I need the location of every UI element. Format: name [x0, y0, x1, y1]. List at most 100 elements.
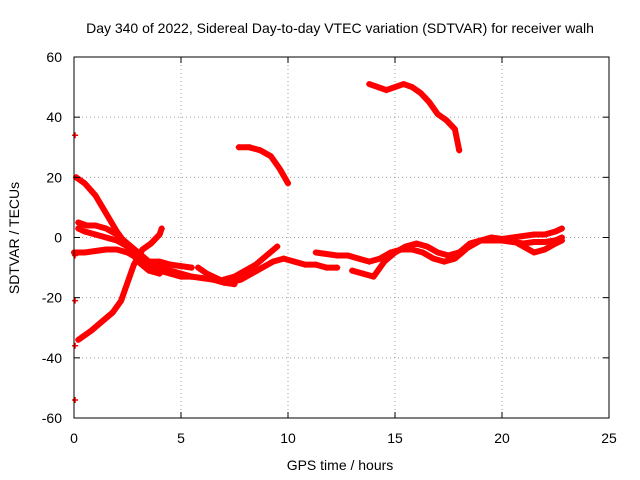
data-point — [413, 240, 420, 247]
data-point — [377, 255, 384, 262]
data-point — [124, 279, 131, 286]
data-point — [130, 261, 137, 268]
data-point — [488, 234, 495, 241]
data-point — [156, 231, 163, 238]
data-point — [103, 225, 110, 232]
y-tick-label: -20 — [42, 290, 62, 306]
data-point — [434, 249, 441, 256]
data-point — [383, 87, 390, 94]
data-point — [312, 261, 319, 268]
data-point — [81, 228, 88, 235]
data-point — [334, 264, 341, 271]
axis-ticks: 0 5 10 15 20 25 -60 -40 -20 0 20 40 60 — [42, 49, 617, 446]
y-tick-label: 40 — [46, 109, 62, 125]
data-point — [259, 264, 266, 271]
data-point — [118, 297, 125, 304]
data-series — [71, 81, 565, 403]
data-point — [419, 249, 426, 256]
data-point — [98, 318, 105, 325]
data-point — [75, 219, 82, 226]
data-point — [188, 273, 195, 280]
data-point — [81, 180, 88, 187]
chart-title: Day 340 of 2022, Sidereal Day-to-day VTE… — [86, 20, 594, 36]
data-point — [441, 258, 448, 265]
data-point — [72, 297, 79, 304]
data-point — [434, 111, 441, 118]
data-point — [409, 84, 416, 91]
y-axis-label: SDTVAR / TECUs — [6, 182, 22, 294]
data-point — [158, 225, 165, 232]
data-point — [156, 258, 163, 265]
data-point — [558, 225, 565, 232]
data-point — [75, 336, 82, 343]
y-tick-label: 20 — [46, 169, 62, 185]
data-point — [531, 231, 538, 238]
data-point — [88, 327, 95, 334]
data-point — [178, 263, 184, 270]
data-point — [430, 255, 437, 262]
data-point — [349, 267, 356, 274]
data-point — [274, 243, 281, 250]
data-point — [199, 275, 206, 282]
data-point — [392, 84, 398, 91]
y-tick-label: -60 — [42, 410, 62, 426]
data-point — [541, 231, 548, 238]
data-point — [178, 273, 184, 280]
x-tick-label: 20 — [494, 430, 510, 446]
data-point — [359, 270, 366, 277]
data-point — [92, 231, 99, 238]
x-tick-label: 15 — [387, 430, 403, 446]
data-point — [113, 246, 120, 253]
data-point — [92, 192, 99, 199]
data-point — [344, 252, 351, 259]
data-point — [466, 240, 473, 247]
data-point — [381, 258, 388, 265]
data-point — [263, 252, 270, 259]
data-point — [291, 258, 298, 265]
data-point — [312, 249, 319, 256]
data-point — [477, 237, 484, 244]
series-track-5 — [75, 225, 165, 343]
data-point — [72, 132, 79, 139]
data-point — [103, 234, 110, 241]
data-point — [520, 232, 527, 239]
data-point — [531, 249, 538, 256]
data-point — [374, 84, 381, 91]
data-point — [188, 264, 195, 271]
data-point — [103, 210, 110, 217]
series-track-4 — [75, 225, 195, 280]
data-point — [81, 249, 88, 256]
data-point — [72, 252, 79, 259]
x-tick-label: 25 — [601, 430, 617, 446]
series-isolated — [72, 132, 79, 403]
data-point — [276, 165, 283, 172]
data-point — [456, 249, 463, 256]
x-axis-label: GPS time / hours — [287, 457, 394, 473]
data-point — [451, 126, 458, 133]
data-point — [531, 239, 538, 246]
data-point — [400, 81, 407, 88]
x-tick-label: 5 — [177, 430, 185, 446]
data-point — [139, 246, 146, 253]
data-point — [109, 309, 116, 316]
data-point — [355, 255, 362, 262]
data-point — [323, 251, 330, 258]
y-tick-label: -40 — [42, 350, 62, 366]
y-tick-label: 0 — [54, 230, 62, 246]
data-point — [267, 153, 274, 160]
data-point — [145, 261, 152, 268]
data-point — [103, 246, 110, 253]
data-point — [323, 264, 330, 271]
series-track-10 — [445, 225, 565, 259]
data-point — [92, 248, 99, 255]
data-point — [370, 273, 377, 280]
data-point — [285, 180, 291, 187]
data-point — [270, 258, 277, 265]
data-point — [148, 240, 155, 247]
data-point — [445, 252, 452, 259]
data-point — [113, 237, 120, 244]
data-point — [72, 396, 79, 403]
data-point — [75, 225, 82, 232]
data-point — [220, 276, 227, 283]
